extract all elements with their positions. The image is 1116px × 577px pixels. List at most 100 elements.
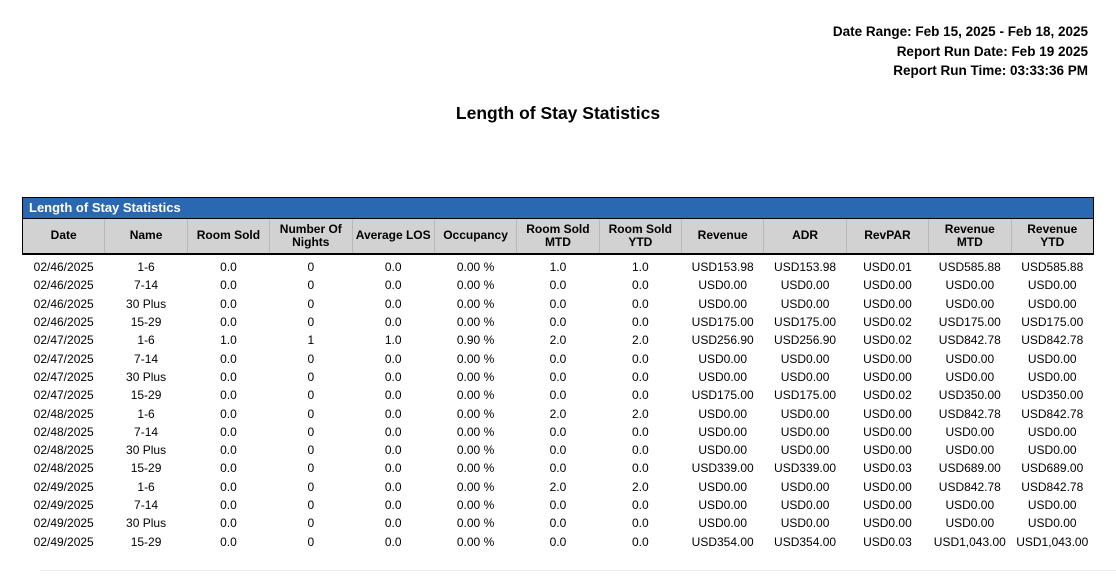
table-cell: 0.0 xyxy=(549,516,567,531)
table-cell: USD354.00 xyxy=(774,534,837,549)
table-cell: USD0.00 xyxy=(945,278,995,293)
table-cell: 0.0 xyxy=(549,461,567,476)
report-run-time-text: Report Run Time: 03:33:36 PM xyxy=(893,63,1088,78)
table-cell: 30 Plus xyxy=(126,443,167,458)
table-cell: 1.0 xyxy=(631,260,649,275)
table-cell: USD842.78 xyxy=(938,479,1001,494)
table-body: 02/46/2025 1-6 0.0 0 0.0 0.00 % 1.0 1.0 USD153.9… xyxy=(23,254,1094,551)
table-cell: 0.0 xyxy=(549,278,567,293)
table-cell: 02/46/2025 xyxy=(33,296,94,311)
table-cell: USD175.00 xyxy=(691,388,754,403)
table-cell: USD0.00 xyxy=(863,369,912,384)
table-cell: 0.00 % xyxy=(456,406,495,421)
table-cell: 0.00 % xyxy=(456,315,495,330)
table-cell: 0.0 xyxy=(384,260,402,275)
table-cell: USD0.00 xyxy=(863,443,912,458)
table-cell: 1.0 xyxy=(549,260,567,275)
table-cell: USD0.00 xyxy=(863,278,912,293)
table-row: 02/46/2025 30 Plus 0.0 0 0.0 0.00 % 0.0 0.0 USD0… xyxy=(23,295,1094,313)
table-cell: 02/48/2025 xyxy=(33,406,94,421)
table-cell: USD0.00 xyxy=(945,369,995,384)
table-cell: 0.0 xyxy=(384,516,402,531)
table-cell: USD0.00 xyxy=(780,278,830,293)
table-cell: 0.00 % xyxy=(456,296,495,311)
bottom-divider xyxy=(40,570,1116,571)
column-header: Revenue MTD xyxy=(928,218,1012,255)
table-cell: 0.0 xyxy=(220,498,237,512)
table-cell: 1.0 xyxy=(384,333,402,348)
table-cell: USD0.00 xyxy=(945,296,995,311)
table-row: 02/46/2025 1-6 0.0 0 0.0 0.00 % 1.0 1.0 USD153.9… xyxy=(23,254,1094,276)
table-cell: USD0.02 xyxy=(863,315,912,330)
column-header: Revenue YTD xyxy=(1011,218,1094,255)
table-cell: 0.0 xyxy=(549,443,567,458)
table-cell: USD842.78 xyxy=(938,333,1001,348)
table-cell: 0.0 xyxy=(631,461,649,476)
table-cell: 0 xyxy=(307,498,315,512)
table-cell: 0.0 xyxy=(549,388,567,403)
table-cell: 0 xyxy=(307,516,315,531)
table-cell: USD0.00 xyxy=(780,516,830,531)
table-cell: USD339.00 xyxy=(774,461,837,476)
table-cell: 0.0 xyxy=(549,498,567,512)
report-table: Length of Stay Statistics Date Name Room S… xyxy=(21,197,1094,551)
table-cell: USD0.00 xyxy=(863,406,912,421)
table-cell: 0.0 xyxy=(549,369,567,384)
table-cell: USD175.00 xyxy=(938,315,1001,330)
table-row: 02/48/2025 15-29 0.0 0 0.0 0.00 % 0.0 0.0 USD339… xyxy=(23,459,1094,477)
table-cell: 1-6 xyxy=(137,333,155,348)
table-cell: USD0.00 xyxy=(780,369,830,384)
table-cell: 0.0 xyxy=(220,443,237,458)
table-cell: 1 xyxy=(307,333,315,348)
table-cell: 0.00 % xyxy=(456,534,495,549)
table-cell: USD256.90 xyxy=(774,333,837,348)
table-cell: USD0.00 xyxy=(1027,516,1077,531)
table-cell: USD0.00 xyxy=(698,498,748,512)
table-cell: USD0.03 xyxy=(863,461,912,476)
table-cell: 0.0 xyxy=(384,424,402,439)
table-cell: USD689.00 xyxy=(1021,461,1084,476)
table-cell: 0.0 xyxy=(384,498,402,512)
column-header: Room Sold YTD xyxy=(599,218,683,255)
table-cell: 0.0 xyxy=(631,388,649,403)
table-cell: USD0.00 xyxy=(780,498,830,512)
table-cell: 30 Plus xyxy=(126,369,167,384)
table-cell: 0.0 xyxy=(220,388,237,403)
table-cell: USD0.00 xyxy=(945,498,995,512)
table-row: 02/46/2025 15-29 0.0 0 0.0 0.00 % 0.0 0.0 USD175… xyxy=(23,313,1094,331)
table-cell: 2.0 xyxy=(631,406,649,421)
table-cell: 0.00 % xyxy=(456,516,495,531)
table-cell: USD0.00 xyxy=(780,296,830,311)
table-cell: 02/48/2025 xyxy=(33,461,94,476)
table-cell: 0 xyxy=(307,296,315,311)
table-cell: 0.0 xyxy=(549,351,567,366)
table-cell: USD0.00 xyxy=(780,406,830,421)
table-cell: 0 xyxy=(307,406,315,421)
report-run-date-text: Report Run Date: Feb 19 2025 xyxy=(896,43,1088,59)
table-cell: USD842.78 xyxy=(1021,406,1084,421)
table-cell: USD0.01 xyxy=(863,260,912,275)
table-cell: 15-29 xyxy=(130,461,162,476)
table-cell: USD585.88 xyxy=(1021,260,1084,275)
table-cell: 02/47/2025 xyxy=(33,369,94,384)
table-cell: USD0.00 xyxy=(698,369,748,384)
table-cell: 0.0 xyxy=(220,278,237,293)
table-cell: USD689.00 xyxy=(938,461,1001,476)
table-cell: 0.0 xyxy=(384,406,402,421)
table-cell: 02/49/2025 xyxy=(33,534,94,549)
table-cell: USD0.00 xyxy=(698,516,748,531)
table-cell: USD0.00 xyxy=(698,424,748,439)
table-cell: 0 xyxy=(307,479,315,494)
table-cell: 2.0 xyxy=(549,406,567,421)
table-cell: 0.0 xyxy=(631,516,649,531)
table-cell: 30 Plus xyxy=(126,516,167,531)
table-cell: USD842.78 xyxy=(1021,333,1084,348)
table-cell: 0.0 xyxy=(220,315,237,330)
table-cell: 0.0 xyxy=(220,351,237,366)
table-cell: 7-14 xyxy=(134,424,159,439)
table-cell: 0.0 xyxy=(631,369,649,384)
table-cell: 0.0 xyxy=(384,351,402,366)
table-cell: 02/48/2025 xyxy=(33,443,94,458)
table-cell: 1-6 xyxy=(137,260,155,275)
table-cell: 0.0 xyxy=(384,296,402,311)
